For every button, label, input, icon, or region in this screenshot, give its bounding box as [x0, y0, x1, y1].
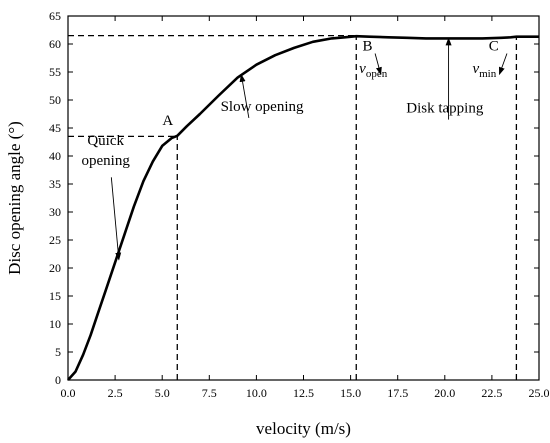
- annotation-v-open: vopen: [359, 61, 388, 80]
- x-tick-label: 10.0: [246, 386, 267, 400]
- annotation-v-open-base: v: [359, 61, 366, 77]
- annotation-v-min-sub: min: [479, 68, 497, 80]
- y-tick-label: 40: [49, 149, 61, 163]
- arrow-c: [499, 53, 508, 76]
- x-tick-label: 7.5: [202, 386, 217, 400]
- x-tick-label: 15.0: [340, 386, 361, 400]
- x-tick-label: 0.0: [61, 386, 76, 400]
- y-tick-label: 20: [49, 261, 61, 275]
- plot-frame: [67, 15, 540, 381]
- x-tick-label: 22.5: [481, 386, 502, 400]
- ticks: 0.0 2.5 5.0 7.5 10.0 12.5 15.0 17.5 20.0 22.5 25.0…: [49, 9, 550, 400]
- annotation-quick-2: opening: [82, 153, 131, 169]
- y-axis-label: Disc opening angle (°): [5, 121, 24, 275]
- y-tick-label: 30: [49, 205, 61, 219]
- y-tick-label: 60: [49, 37, 61, 51]
- reference-lines: [68, 34, 518, 380]
- annotation-B: B: [363, 39, 373, 55]
- plot-border: [67, 15, 540, 381]
- annotation-v-open-sub: open: [366, 68, 388, 80]
- x-tick-label: 25.0: [529, 386, 550, 400]
- y-tick-label: 0: [55, 373, 61, 387]
- arrow-quick: [110, 177, 122, 261]
- series-layer: [67, 34, 539, 381]
- annotation-v-min-base: v: [472, 61, 479, 77]
- y-tick-label: 15: [49, 289, 61, 303]
- annotation-A: A: [162, 113, 173, 129]
- x-tick-label: 5.0: [155, 386, 170, 400]
- y-tick-label: 45: [49, 121, 61, 135]
- annotation-slow: Slow opening: [221, 99, 304, 115]
- arrow-slow: [239, 73, 250, 118]
- annotations: A B C Quick opening Slow opening Disk tapping v…: [82, 37, 508, 261]
- annotation-tapping: Disk tapping: [406, 100, 484, 116]
- y-tick-label: 25: [49, 233, 61, 247]
- series-line: [67, 34, 539, 381]
- y-tick-label: 65: [49, 9, 61, 23]
- annotation-quick-1: Quick: [87, 133, 124, 149]
- x-axis-label: velocity (m/s): [256, 419, 351, 438]
- y-tick-label: 55: [49, 65, 61, 79]
- y-tick-label: 10: [49, 317, 61, 331]
- annotation-C: C: [489, 39, 499, 55]
- x-tick-label: 17.5: [387, 386, 408, 400]
- y-tick-label: 50: [49, 93, 61, 107]
- y-tick-label: 5: [55, 345, 61, 359]
- x-tick-label: 2.5: [108, 386, 123, 400]
- annotation-v-min: vmin: [472, 61, 496, 80]
- arrow-b: [374, 53, 382, 76]
- y-tick-label: 35: [49, 177, 61, 191]
- x-tick-label: 20.0: [434, 386, 455, 400]
- x-tick-label: 12.5: [293, 386, 314, 400]
